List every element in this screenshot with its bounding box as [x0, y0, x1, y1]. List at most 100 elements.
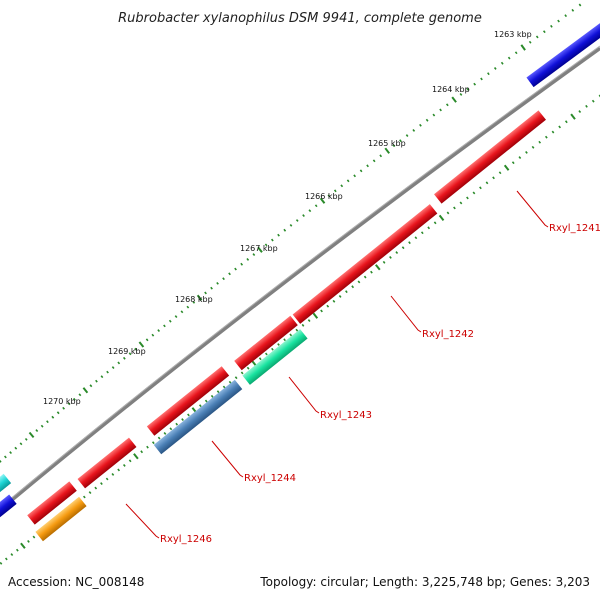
gene-red-1243-region-bar[interactable]: [234, 315, 298, 371]
gene-label-rxyl-1243[interactable]: Rxyl_1243: [320, 410, 372, 421]
minor-tick: [535, 35, 539, 39]
minor-tick: [105, 477, 109, 481]
minor-tick: [246, 258, 250, 261]
minor-tick: [550, 24, 553, 28]
major-tick: [82, 387, 89, 394]
minor-tick: [473, 82, 477, 86]
minor-tick: [0, 561, 3, 565]
minor-tick: [128, 352, 132, 356]
minor-tick: [453, 206, 456, 210]
major-tick: [196, 294, 203, 301]
minor-tick: [175, 422, 179, 426]
gene-block-cyan-left[interactable]: [0, 473, 12, 499]
minor-tick: [89, 384, 93, 388]
minor-tick: [538, 140, 542, 144]
genome-title: Rubrobacter xylanophilus DSM 9941, compl…: [118, 11, 482, 26]
gene-rxyl-1243-bar[interactable]: [242, 329, 308, 385]
minor-tick: [73, 397, 76, 401]
gene-label-rxyl-1244[interactable]: Rxyl_1244: [244, 473, 296, 484]
tick-label-1269: 1269 kbp: [108, 347, 146, 356]
minor-tick: [466, 196, 469, 200]
leader-rxyl-1246: [125, 503, 160, 539]
minor-tick: [222, 277, 225, 281]
minor-tick: [480, 77, 483, 81]
genome-backbone-highlight: [0, 45, 600, 509]
gene-block-blue-left[interactable]: [0, 494, 17, 522]
gene-red-1244-region-bar[interactable]: [146, 366, 230, 436]
tick-labels: 1263 kbp 1264 kbp 1265 kbp 1266 kbp 1267…: [43, 30, 532, 406]
minor-tick: [264, 243, 268, 247]
minor-tick: [564, 120, 568, 124]
minor-tick: [122, 356, 126, 360]
major-tick: [520, 44, 526, 51]
minor-tick: [425, 118, 429, 122]
minor-tick: [163, 324, 166, 328]
gene-label-rxyl-1246[interactable]: Rxyl_1246: [160, 534, 212, 545]
minor-tick: [128, 459, 132, 463]
minor-tick: [351, 285, 355, 289]
minor-tick: [9, 451, 12, 455]
minor-tick: [134, 347, 138, 351]
minor-tick: [507, 56, 511, 60]
minor-tick: [498, 171, 502, 175]
gene-label-rxyl-1241[interactable]: Rxyl_1241: [549, 223, 600, 234]
major-tick: [570, 113, 576, 120]
minor-tick: [228, 272, 231, 276]
minor-tick: [382, 260, 386, 264]
minor-tick: [216, 390, 220, 394]
major-tick: [438, 214, 445, 222]
minor-tick: [445, 103, 449, 107]
minor-tick: [327, 194, 331, 198]
minor-tick: [56, 411, 60, 415]
minor-tick: [40, 424, 44, 428]
minor-tick: [500, 61, 504, 65]
minor-tick: [591, 99, 595, 103]
minor-tick: [419, 123, 422, 127]
gene-label-rxyl-1242[interactable]: Rxyl_1242: [422, 329, 474, 340]
minor-tick: [518, 156, 522, 159]
gene-rxyl-1241-bar[interactable]: [434, 110, 546, 204]
gene-rxyl-1244-bar[interactable]: [153, 379, 243, 455]
tick-label-1265: 1265 kbp: [368, 139, 406, 148]
gene-red-1246-region-bar[interactable]: [27, 481, 77, 525]
minor-tick: [198, 404, 202, 408]
minor-tick: [234, 376, 238, 380]
minor-tick: [100, 375, 104, 379]
minor-tick: [479, 186, 482, 190]
minor-tick: [420, 231, 424, 235]
gene-red-1245-bar[interactable]: [77, 437, 137, 489]
minor-tick: [307, 319, 311, 322]
minor-tick: [117, 361, 121, 365]
minor-tick: [357, 280, 361, 284]
minor-tick: [338, 295, 342, 298]
minor-tick: [4, 557, 8, 561]
accession-text: Accession: NC_008148: [8, 575, 144, 589]
minor-tick: [414, 236, 418, 240]
minor-tick: [264, 352, 268, 356]
minor-tick: [0, 459, 2, 463]
minor-tick: [111, 366, 115, 369]
minor-tick: [544, 135, 548, 139]
minor-tick: [485, 181, 489, 185]
minor-tick: [395, 251, 399, 254]
minor-tick: [283, 228, 287, 232]
minor-tick: [14, 446, 18, 450]
minor-tick: [51, 415, 55, 419]
minor-tick: [528, 40, 532, 44]
minor-tick: [169, 427, 173, 431]
gene-rxyl-1242-bar[interactable]: [292, 204, 438, 324]
gene-block-blue-top[interactable]: [526, 22, 600, 88]
minor-tick: [181, 418, 184, 421]
major-tick: [375, 264, 381, 271]
gene-rxyl-1246-bar[interactable]: [35, 496, 87, 542]
minor-tick: [15, 548, 19, 552]
minor-tick: [439, 108, 442, 112]
minor-tick: [151, 333, 155, 337]
minor-tick: [246, 366, 250, 370]
minor-tick: [370, 270, 373, 274]
minor-tick: [289, 224, 293, 227]
minor-tick: [46, 420, 49, 424]
tick-label-1268: 1268 kbp: [175, 295, 213, 304]
minor-tick: [326, 304, 330, 308]
